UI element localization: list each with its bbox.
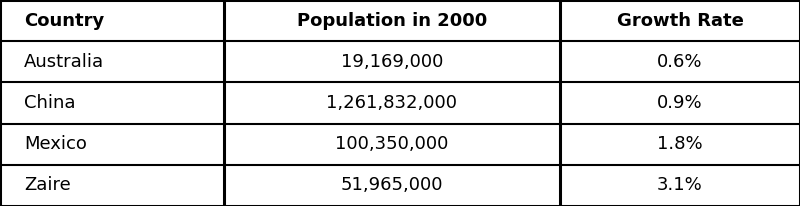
- Text: Population in 2000: Population in 2000: [297, 12, 487, 30]
- Text: 0.9%: 0.9%: [657, 94, 703, 112]
- Text: Country: Country: [24, 12, 104, 30]
- Text: 1,261,832,000: 1,261,832,000: [326, 94, 458, 112]
- Text: Mexico: Mexico: [24, 135, 87, 153]
- Text: 51,965,000: 51,965,000: [341, 176, 443, 194]
- Text: 100,350,000: 100,350,000: [335, 135, 449, 153]
- Text: China: China: [24, 94, 75, 112]
- Text: Zaire: Zaire: [24, 176, 70, 194]
- Text: 3.1%: 3.1%: [657, 176, 703, 194]
- Text: Growth Rate: Growth Rate: [617, 12, 743, 30]
- Text: Australia: Australia: [24, 53, 104, 71]
- Text: 0.6%: 0.6%: [658, 53, 702, 71]
- Text: 1.8%: 1.8%: [657, 135, 703, 153]
- Text: 19,169,000: 19,169,000: [341, 53, 443, 71]
